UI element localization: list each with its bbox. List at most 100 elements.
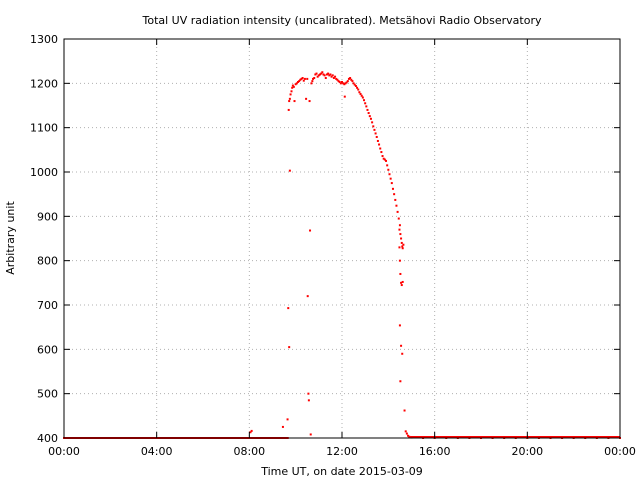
data-point — [339, 82, 342, 85]
data-point — [290, 90, 293, 93]
data-point — [387, 168, 390, 171]
data-point — [374, 132, 377, 135]
data-point — [350, 78, 353, 81]
y-tick-label: 1100 — [30, 122, 58, 135]
grid — [64, 39, 620, 438]
data-point — [401, 280, 404, 283]
data-point — [338, 81, 341, 84]
data-point — [294, 83, 297, 86]
data-point — [288, 169, 291, 172]
data-point — [316, 75, 319, 78]
y-axis-label: Arbitrary unit — [4, 201, 17, 275]
data-point — [349, 77, 352, 80]
data-point — [289, 93, 292, 96]
data-point — [312, 77, 315, 80]
data-point — [409, 436, 412, 439]
data-point — [398, 246, 401, 249]
y-tick-label: 1300 — [30, 33, 58, 46]
y-tick-label: 800 — [37, 255, 58, 268]
data-point — [386, 164, 389, 167]
x-tick-label: 08:00 — [233, 445, 265, 458]
plot-frame — [63, 38, 621, 439]
plot-border — [63, 38, 621, 439]
data-point — [365, 105, 368, 108]
x-tick-label: 12:00 — [326, 445, 358, 458]
y-tick-label: 700 — [37, 299, 58, 312]
data-point — [329, 73, 332, 76]
chart-title: Total UV radiation intensity (uncalibrat… — [142, 14, 542, 27]
y-tick-label: 1000 — [30, 166, 58, 179]
data-point — [401, 247, 404, 250]
data-point — [345, 81, 348, 84]
x-tick-label: 00:00 — [604, 445, 636, 458]
data-point — [287, 307, 290, 310]
data-point — [357, 88, 360, 91]
data-point — [399, 233, 402, 236]
data-point — [321, 71, 324, 74]
data-point — [332, 77, 335, 80]
data-point — [296, 81, 299, 84]
data-point — [305, 97, 308, 100]
data-point — [308, 100, 311, 103]
data-point — [371, 121, 374, 124]
data-point — [300, 77, 303, 80]
data-point — [291, 84, 294, 87]
data-point — [346, 80, 349, 83]
data-point — [299, 78, 302, 81]
data-point — [353, 83, 356, 86]
data-point — [367, 112, 370, 115]
data-point — [382, 157, 385, 160]
data-point — [363, 99, 366, 102]
data-point — [344, 82, 347, 85]
data-point — [306, 295, 309, 298]
data-point — [394, 198, 397, 201]
y-tick-label: 400 — [37, 432, 58, 445]
data-point — [288, 100, 291, 103]
data-point — [314, 73, 317, 76]
data-point — [393, 193, 396, 196]
y-tick-label: 600 — [37, 343, 58, 356]
data-point — [398, 324, 401, 327]
data-point — [390, 182, 393, 185]
data-point — [403, 409, 406, 412]
data-point — [376, 139, 379, 142]
y-tick-label: 900 — [37, 210, 58, 223]
x-tick-label: 04:00 — [141, 445, 173, 458]
data-point — [385, 159, 388, 162]
x-axis-label: Time UT, on date 2015-03-09 — [260, 465, 423, 478]
data-point — [318, 73, 321, 76]
data-point — [389, 177, 392, 180]
data-point — [281, 425, 284, 428]
data-point — [351, 80, 354, 83]
data-point — [373, 128, 376, 131]
data-point — [396, 210, 399, 213]
data-point — [397, 217, 400, 220]
data-point — [359, 92, 362, 95]
data-point — [313, 77, 316, 80]
data-point — [381, 155, 384, 158]
data-point — [288, 346, 291, 349]
data-point — [337, 80, 340, 83]
data-point — [400, 241, 403, 244]
data-point — [400, 237, 403, 240]
data-point — [320, 72, 323, 75]
data-point — [330, 75, 333, 78]
data-point — [315, 72, 318, 75]
data-point — [372, 125, 375, 128]
data-point — [291, 86, 294, 89]
data-point — [358, 91, 361, 94]
x-tick-label: 20:00 — [511, 445, 543, 458]
data-point — [401, 245, 404, 248]
data-point — [298, 80, 301, 83]
data-point — [380, 151, 383, 154]
data-point — [401, 352, 404, 355]
data-point — [354, 84, 357, 87]
data-point — [286, 418, 289, 421]
data-point — [309, 433, 312, 436]
data-point — [361, 96, 364, 99]
data-point — [334, 75, 337, 78]
data-point — [405, 432, 408, 435]
data-point — [343, 83, 346, 86]
data-point — [399, 380, 402, 383]
